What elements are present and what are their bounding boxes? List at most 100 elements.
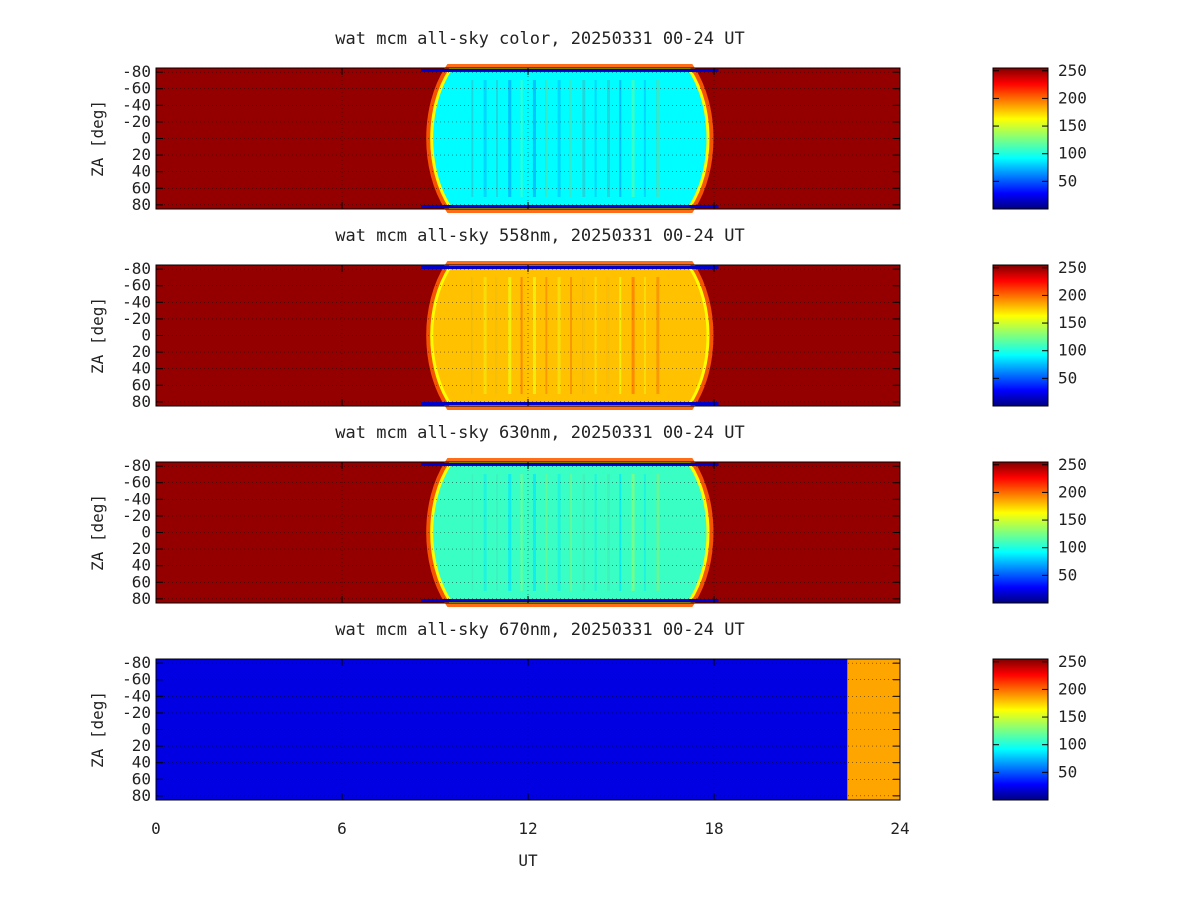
streak [569,80,572,197]
panels-group: wat mcm all-sky color, 20250331 00-24 UT… [88,29,1087,805]
streak [545,277,548,394]
colorbar-tick-label: 50 [1058,171,1077,190]
y-tick-label: 20 [132,342,151,361]
colorbar-tick-label: 100 [1058,538,1087,557]
colorbar-tick-label: 150 [1058,707,1087,726]
y-tick-label: 40 [132,359,151,378]
y-tick-label: -40 [122,292,151,311]
streak [570,474,572,591]
streak [532,80,536,197]
streak [569,474,572,591]
streak [545,80,548,197]
streak [570,277,572,394]
horizon-bottom [421,599,719,602]
night-region [433,71,707,206]
y-tick-label: 80 [132,392,151,411]
y-tick-label: 0 [141,523,151,542]
y-tick-label: -20 [122,506,151,525]
colorbar-tick-label: 250 [1058,61,1087,80]
horizon-top [421,266,719,269]
panel-2: wat mcm all-sky 558nm, 20250331 00-24 UT… [88,226,1087,411]
grid [155,265,901,406]
streak [582,80,586,197]
streak [656,80,660,197]
streak [508,277,512,394]
colorbar-tick-label: 50 [1058,762,1077,781]
x-tick-label: 24 [890,819,909,838]
y-tick-label: 0 [141,326,151,345]
streak [594,277,597,394]
colorbar-tick-label: 200 [1058,679,1087,698]
panel-title: wat mcm all-sky 558nm, 20250331 00-24 UT [335,226,744,246]
y-tick-label: 40 [132,753,151,772]
y-tick-label: -60 [122,79,151,98]
x-tick-label: 6 [337,819,347,838]
y-tick-label: -60 [122,276,151,295]
streak [631,277,635,394]
y-tick-label: -80 [122,653,151,672]
streak [545,474,548,591]
y-tick-label: 40 [132,556,151,575]
y-tick-label: 60 [132,178,151,197]
streak [508,80,512,197]
colorbar-gradient [992,461,1049,604]
panel-1: wat mcm all-sky color, 20250331 00-24 UT… [88,29,1087,214]
colorbar-tick-label: 150 [1058,313,1087,332]
y-tick-label: 0 [141,129,151,148]
panel-3: wat mcm all-sky 630nm, 20250331 00-24 UT… [88,423,1087,608]
night-region [433,268,707,403]
night-region [433,465,707,600]
y-tick-label: 40 [132,162,151,181]
streak [569,277,572,394]
streak [594,80,597,197]
streak [557,80,561,197]
streak [533,277,536,394]
streak [520,277,523,394]
y-tick-label: -40 [122,686,151,705]
y-tick-label: 60 [132,375,151,394]
y-axis-label: ZA [deg] [88,100,107,177]
streak [508,474,512,591]
streak [520,80,523,197]
streak [656,80,660,197]
horizon-top [421,69,719,72]
y-axis-label: ZA [deg] [88,494,107,571]
streak [557,277,561,394]
streak [582,277,586,394]
streak [533,80,536,197]
y-tick-label: 80 [132,589,151,608]
y-tick-label: -40 [122,489,151,508]
horizon-bottom [421,402,719,405]
streak [532,277,536,394]
y-tick-label: -40 [122,95,151,114]
y-tick-label: -20 [122,703,151,722]
streak [545,474,548,591]
streak [508,474,512,591]
y-tick-label: 20 [132,539,151,558]
streak [533,474,536,591]
colorbar: 250 200 150 100 50 [992,258,1087,407]
colorbar-tick-label: 150 [1058,510,1087,529]
streak [545,80,548,197]
colorbar-tick-label: 150 [1058,116,1087,135]
x-axis: 0 6 12 18 24 UT [151,819,909,870]
colorbar-gradient [992,67,1049,210]
y-axis-label: ZA [deg] [88,691,107,768]
streak [508,277,512,394]
colorbar-tick-label: 100 [1058,735,1087,754]
streak [656,277,660,394]
streak [582,474,586,591]
streak [594,474,597,591]
y-tick-label: 80 [132,195,151,214]
colorbar-tick-label: 250 [1058,258,1087,277]
streak [483,80,487,197]
panel-title: wat mcm all-sky 630nm, 20250331 00-24 UT [335,423,744,443]
streak [483,277,487,394]
y-tick-label: 60 [132,572,151,591]
streak [631,80,635,197]
streak [532,474,536,591]
y-tick-label: 60 [132,769,151,788]
colorbar: 250 200 150 100 50 [992,652,1087,801]
streak [570,80,572,197]
colorbar-tick-label: 250 [1058,652,1087,671]
